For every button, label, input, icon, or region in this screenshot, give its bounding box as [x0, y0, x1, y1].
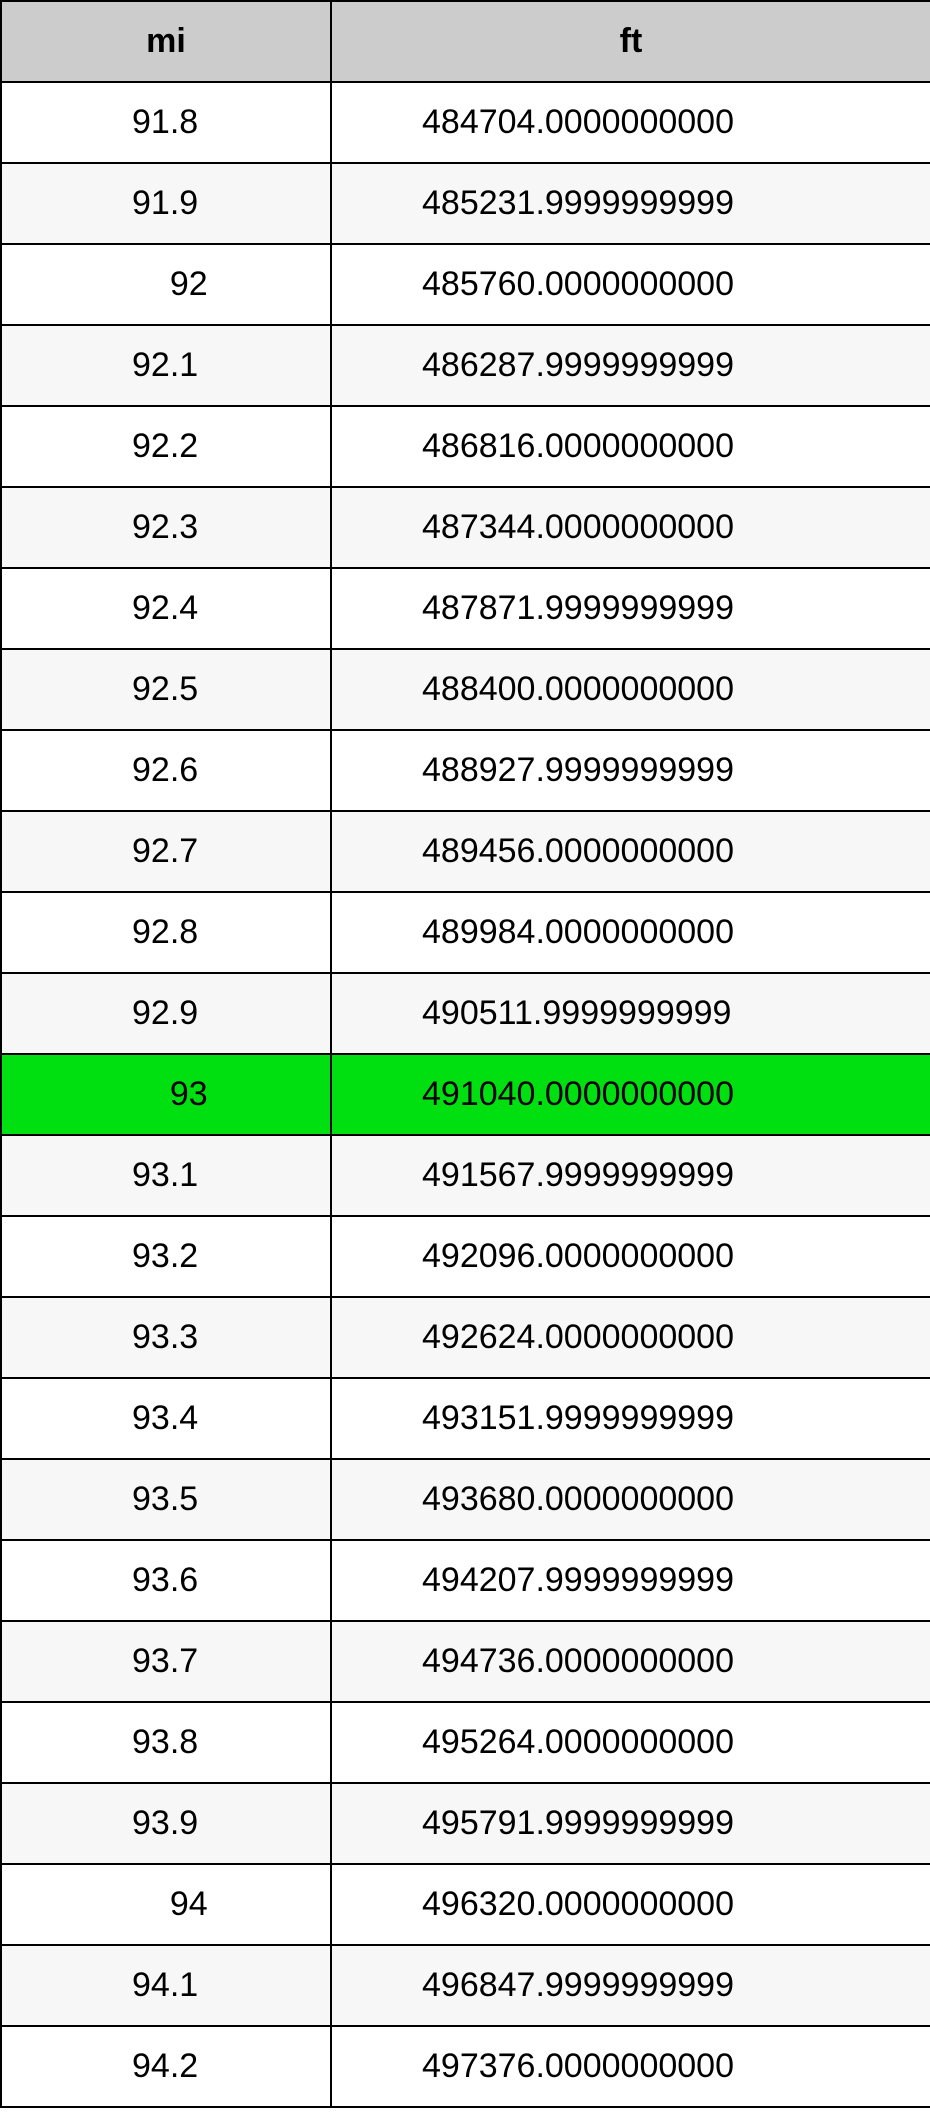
table-body: 91.8484704.000000000091.9485231.99999999…	[1, 82, 930, 2107]
cell-mi: 92.3	[1, 487, 331, 568]
table-row: 93491040.0000000000	[1, 1054, 930, 1135]
cell-ft: 492624.0000000000	[331, 1297, 930, 1378]
table-row: 92.8489984.0000000000	[1, 892, 930, 973]
cell-ft: 488400.0000000000	[331, 649, 930, 730]
table-row: 93.6494207.9999999999	[1, 1540, 930, 1621]
cell-mi: 93	[1, 1054, 331, 1135]
cell-ft: 493680.0000000000	[331, 1459, 930, 1540]
cell-mi: 93.1	[1, 1135, 331, 1216]
cell-mi: 94.1	[1, 1945, 331, 2026]
cell-mi: 94	[1, 1864, 331, 1945]
cell-ft: 489984.0000000000	[331, 892, 930, 973]
cell-ft: 492096.0000000000	[331, 1216, 930, 1297]
cell-mi: 92.8	[1, 892, 331, 973]
cell-ft: 485760.0000000000	[331, 244, 930, 325]
cell-mi: 91.9	[1, 163, 331, 244]
column-header-ft: ft	[331, 1, 930, 82]
table-row: 92.7489456.0000000000	[1, 811, 930, 892]
cell-ft: 495264.0000000000	[331, 1702, 930, 1783]
cell-ft: 496320.0000000000	[331, 1864, 930, 1945]
cell-mi: 93.9	[1, 1783, 331, 1864]
cell-ft: 487344.0000000000	[331, 487, 930, 568]
cell-mi: 93.7	[1, 1621, 331, 1702]
table-row: 93.3492624.0000000000	[1, 1297, 930, 1378]
cell-ft: 494736.0000000000	[331, 1621, 930, 1702]
table-row: 94.2497376.0000000000	[1, 2026, 930, 2107]
conversion-table: mi ft 91.8484704.000000000091.9485231.99…	[0, 0, 930, 2108]
table-row: 92.5488400.0000000000	[1, 649, 930, 730]
table-row: 92.1486287.9999999999	[1, 325, 930, 406]
table-row: 93.9495791.9999999999	[1, 1783, 930, 1864]
table-row: 92485760.0000000000	[1, 244, 930, 325]
cell-mi: 93.6	[1, 1540, 331, 1621]
cell-ft: 488927.9999999999	[331, 730, 930, 811]
cell-mi: 93.4	[1, 1378, 331, 1459]
cell-mi: 93.3	[1, 1297, 331, 1378]
table-row: 93.5493680.0000000000	[1, 1459, 930, 1540]
cell-ft: 497376.0000000000	[331, 2026, 930, 2107]
cell-mi: 92.7	[1, 811, 331, 892]
cell-mi: 92.1	[1, 325, 331, 406]
cell-ft: 486816.0000000000	[331, 406, 930, 487]
cell-ft: 486287.9999999999	[331, 325, 930, 406]
table-row: 94496320.0000000000	[1, 1864, 930, 1945]
cell-mi: 94.2	[1, 2026, 331, 2107]
table-row: 92.9490511.9999999999	[1, 973, 930, 1054]
table-row: 94.1496847.9999999999	[1, 1945, 930, 2026]
table-row: 93.1491567.9999999999	[1, 1135, 930, 1216]
table-row: 92.4487871.9999999999	[1, 568, 930, 649]
table-row: 91.8484704.0000000000	[1, 82, 930, 163]
cell-mi: 92	[1, 244, 331, 325]
cell-mi: 93.2	[1, 1216, 331, 1297]
cell-ft: 484704.0000000000	[331, 82, 930, 163]
cell-ft: 496847.9999999999	[331, 1945, 930, 2026]
cell-mi: 92.4	[1, 568, 331, 649]
cell-mi: 93.8	[1, 1702, 331, 1783]
table-row: 93.7494736.0000000000	[1, 1621, 930, 1702]
cell-ft: 491567.9999999999	[331, 1135, 930, 1216]
cell-mi: 92.2	[1, 406, 331, 487]
column-header-mi: mi	[1, 1, 331, 82]
cell-ft: 494207.9999999999	[331, 1540, 930, 1621]
cell-mi: 92.9	[1, 973, 331, 1054]
table-row: 92.3487344.0000000000	[1, 487, 930, 568]
table-row: 93.2492096.0000000000	[1, 1216, 930, 1297]
cell-mi: 92.6	[1, 730, 331, 811]
cell-ft: 493151.9999999999	[331, 1378, 930, 1459]
table-row: 93.4493151.9999999999	[1, 1378, 930, 1459]
cell-ft: 485231.9999999999	[331, 163, 930, 244]
table-header-row: mi ft	[1, 1, 930, 82]
table-row: 92.6488927.9999999999	[1, 730, 930, 811]
table-row: 92.2486816.0000000000	[1, 406, 930, 487]
cell-ft: 491040.0000000000	[331, 1054, 930, 1135]
cell-ft: 490511.9999999999	[331, 973, 930, 1054]
table-row: 93.8495264.0000000000	[1, 1702, 930, 1783]
cell-mi: 91.8	[1, 82, 331, 163]
cell-mi: 93.5	[1, 1459, 331, 1540]
cell-ft: 489456.0000000000	[331, 811, 930, 892]
cell-ft: 487871.9999999999	[331, 568, 930, 649]
cell-mi: 92.5	[1, 649, 331, 730]
table-row: 91.9485231.9999999999	[1, 163, 930, 244]
cell-ft: 495791.9999999999	[331, 1783, 930, 1864]
